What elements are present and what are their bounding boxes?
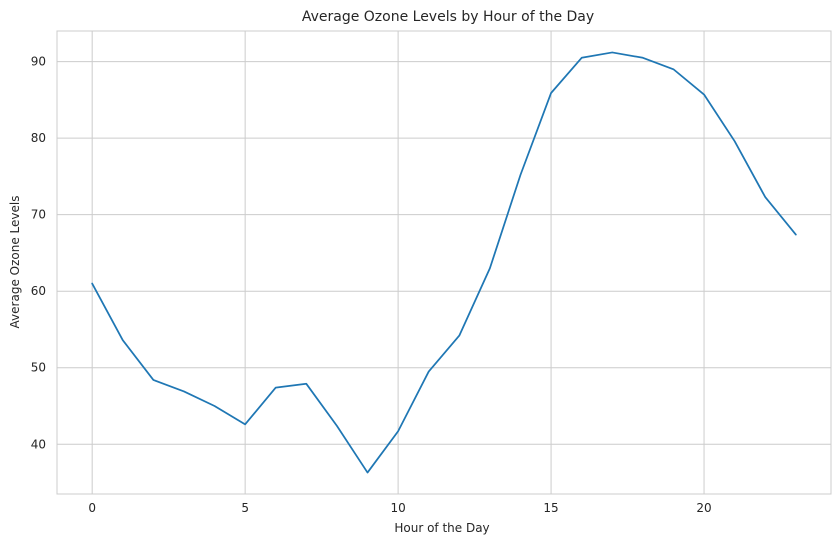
chart-title: Average Ozone Levels by Hour of the Day xyxy=(302,9,594,25)
axes-frame xyxy=(56,30,832,495)
ozone-series-line xyxy=(91,51,797,474)
series-layer xyxy=(91,51,797,474)
y-axis-label: Average Ozone Levels xyxy=(8,196,22,329)
y-tick-label: 50 xyxy=(31,361,46,375)
y-tick-label: 90 xyxy=(31,55,46,69)
y-tick-label: 60 xyxy=(31,284,46,298)
x-axis-label: Hour of the Day xyxy=(394,521,489,535)
x-tick-label: 20 xyxy=(696,501,711,515)
y-tick-label: 80 xyxy=(31,131,46,145)
grid-lines xyxy=(57,31,831,494)
x-tick-labels: 0 5 10 15 20 xyxy=(88,501,711,515)
plot-area xyxy=(56,30,832,495)
x-tick-label: 5 xyxy=(241,501,249,515)
y-tick-labels: 40 50 60 70 80 90 xyxy=(31,55,46,452)
y-tick-label: 70 xyxy=(31,208,46,222)
x-tick-label: 10 xyxy=(390,501,405,515)
y-tick-label: 40 xyxy=(31,437,46,451)
axes-background xyxy=(57,31,831,494)
x-tick-label: 15 xyxy=(543,501,558,515)
x-tick-label: 0 xyxy=(88,501,96,515)
